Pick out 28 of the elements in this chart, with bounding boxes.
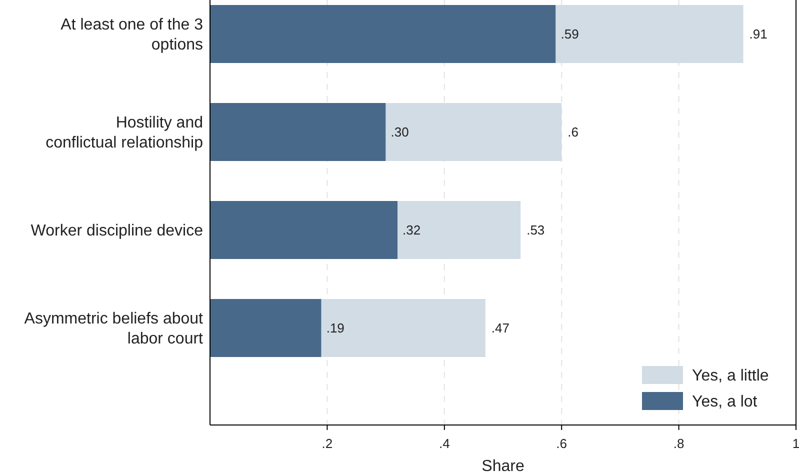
legend-label: Yes, a little bbox=[692, 368, 769, 385]
x-axis-title: Share bbox=[482, 458, 524, 475]
total-label: .53 bbox=[526, 222, 545, 238]
x-tick-label: .4 bbox=[438, 436, 450, 451]
y-tick-label: Worker discipline device bbox=[30, 222, 204, 240]
y-tick-label: Hostility and conflictual relationship bbox=[46, 114, 204, 152]
y-tick-label: At least one of the 3 options bbox=[60, 16, 204, 54]
data-label: .19 bbox=[326, 320, 344, 336]
x-tick-label: 1 bbox=[792, 436, 799, 451]
bar bbox=[386, 103, 562, 161]
bar bbox=[210, 5, 556, 63]
total-label: .6 bbox=[568, 124, 578, 140]
data-label: .32 bbox=[402, 222, 421, 238]
bar bbox=[210, 201, 398, 259]
bar bbox=[210, 103, 386, 161]
y-tick-label: Asymmetric beliefs about labor court bbox=[24, 310, 204, 348]
data-label: .59 bbox=[560, 26, 579, 42]
data-label: .30 bbox=[390, 124, 409, 140]
x-tick-label: .6 bbox=[556, 436, 568, 451]
total-label: .47 bbox=[491, 320, 510, 336]
bar bbox=[398, 201, 521, 259]
bar bbox=[556, 5, 744, 63]
bar bbox=[321, 299, 486, 357]
legend-label: Yes, a lot bbox=[692, 394, 758, 411]
bar bbox=[210, 299, 322, 357]
total-label: .91 bbox=[749, 26, 768, 42]
x-tick-label: .8 bbox=[673, 436, 684, 451]
x-tick-label: .2 bbox=[322, 436, 333, 451]
